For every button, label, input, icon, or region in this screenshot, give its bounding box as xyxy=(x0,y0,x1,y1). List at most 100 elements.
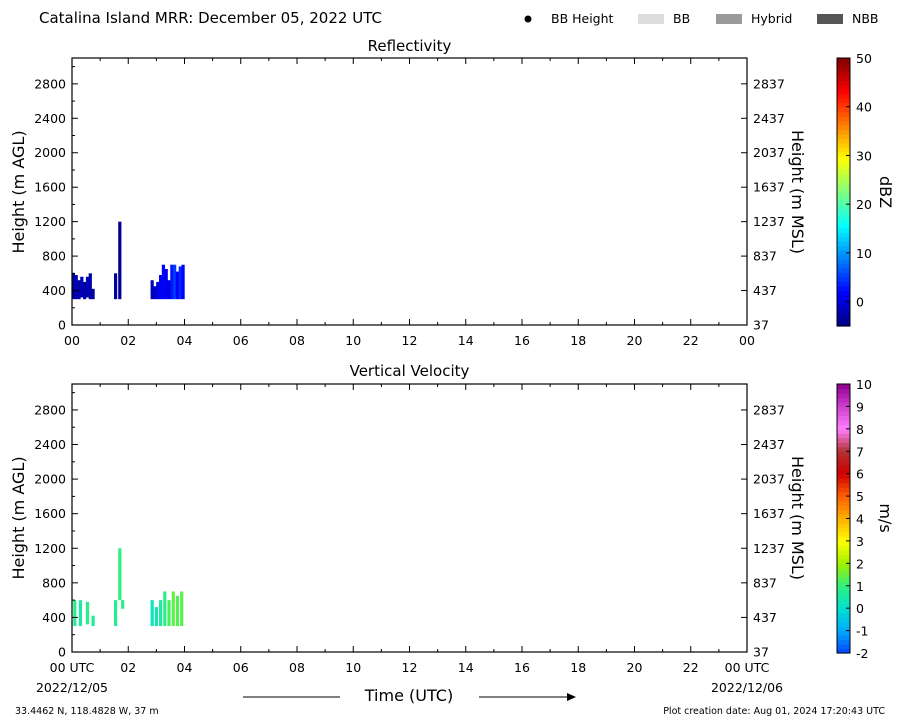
colorbar-segment xyxy=(837,120,850,126)
data-column xyxy=(158,600,163,627)
y-tick-label-left: 2800 xyxy=(34,402,66,417)
colorbar-segment xyxy=(837,129,850,135)
reflectivity-panel: Reflectivity Height (m AGL) Height (m MS… xyxy=(9,37,895,348)
data-column xyxy=(167,600,171,627)
colorbar-segment xyxy=(837,388,850,394)
data-column xyxy=(121,600,125,609)
y-tick-label-right: 837 xyxy=(753,249,777,264)
y-tick-label-left: 800 xyxy=(42,249,66,264)
colorbar-segment xyxy=(837,71,850,77)
data-column xyxy=(153,286,157,300)
y-tick-label-right: 37 xyxy=(753,645,769,660)
y-tick-label-left: 2000 xyxy=(34,145,66,160)
colorbar-tick-label: 8 xyxy=(856,422,864,437)
legend-label: BB Height xyxy=(551,11,614,26)
velocity-colorbar-label: m/s xyxy=(876,503,895,532)
legend-label: NBB xyxy=(852,11,879,26)
colorbar-segment xyxy=(837,451,850,457)
colorbar-tick-label: 5 xyxy=(856,489,864,504)
y-tick-label-right: 37 xyxy=(753,318,769,333)
data-column xyxy=(167,280,171,300)
colorbar-tick-label: 0 xyxy=(856,601,864,616)
colorbar-segment xyxy=(837,522,850,529)
y-tick-label-right: 1637 xyxy=(753,180,785,195)
colorbar-segment xyxy=(837,590,850,596)
y-tick-label-left: 2800 xyxy=(34,76,66,91)
colorbar-segment xyxy=(837,401,850,408)
y-tick-label-left: 1600 xyxy=(34,180,66,195)
colorbar-tick-label: 50 xyxy=(856,51,872,66)
colorbar-segment xyxy=(837,205,850,211)
colorbar-segment xyxy=(837,214,850,220)
colorbar-segment xyxy=(837,209,850,215)
colorbar-segment xyxy=(837,241,850,247)
y-tick-label-right: 2037 xyxy=(753,145,785,160)
colorbar-segment xyxy=(837,491,850,497)
data-column xyxy=(173,264,177,300)
colorbar-segment xyxy=(837,460,850,466)
y-tick-label-left: 2400 xyxy=(34,437,66,452)
x-tick-label: 16 xyxy=(514,660,530,675)
colorbar-segment xyxy=(837,254,850,260)
colorbar-segment xyxy=(837,58,850,64)
arrow-right-icon xyxy=(567,693,576,701)
y-tick-label-left: 400 xyxy=(42,610,66,625)
colorbar-segment xyxy=(837,505,850,511)
data-column xyxy=(164,269,168,300)
colorbar-segment xyxy=(837,84,850,90)
x-axis-label: Time (UTC) xyxy=(364,686,453,705)
y-tick-label-left: 0 xyxy=(58,645,66,660)
data-column xyxy=(178,266,182,300)
colorbar-segment xyxy=(837,183,850,189)
x-tick-label: 22 xyxy=(683,660,699,675)
data-column xyxy=(150,600,154,627)
colorbar-segment xyxy=(837,455,850,461)
colorbar-segment xyxy=(837,397,850,403)
colorbar-segment xyxy=(837,250,850,256)
colorbar-segment xyxy=(837,500,850,506)
colorbar-segment xyxy=(837,151,850,157)
colorbar-segment xyxy=(837,527,850,533)
legend-patch-bb-icon xyxy=(638,14,664,24)
colorbar-segment xyxy=(837,531,850,538)
colorbar-segment xyxy=(837,639,850,645)
colorbar-segment xyxy=(837,469,850,475)
colorbar-segment xyxy=(837,594,850,600)
data-column xyxy=(113,600,118,627)
data-column xyxy=(73,600,77,627)
colorbar-segment xyxy=(837,482,850,488)
x-tick-label: 20 xyxy=(627,660,643,675)
colorbar-segment xyxy=(837,267,850,273)
colorbar-segment xyxy=(837,536,850,542)
y-tick-label-right: 437 xyxy=(753,610,777,625)
colorbar-segment xyxy=(837,487,850,493)
y-tick-label-right: 2437 xyxy=(753,437,785,452)
colorbar-segment xyxy=(837,98,850,104)
colorbar-segment xyxy=(837,62,850,68)
colorbar-segment xyxy=(837,567,850,573)
date-start: 2022/12/05 xyxy=(36,680,108,695)
colorbar-segment xyxy=(837,227,850,233)
data-column xyxy=(163,591,167,627)
colorbar-segment xyxy=(837,608,850,614)
y-tick-label-right: 837 xyxy=(753,575,777,590)
bb-height-dot-icon xyxy=(524,15,532,23)
colorbar-segment xyxy=(837,621,850,627)
y-tick-label-left: 800 xyxy=(42,575,66,590)
velocity-panel: Vertical Velocity Height (m AGL) Height … xyxy=(9,362,895,675)
colorbar-frame xyxy=(836,57,851,327)
colorbar-segment xyxy=(837,635,850,641)
colorbar-tick-label: 3 xyxy=(856,534,864,549)
colorbar-segment xyxy=(837,263,850,269)
colorbar-segment xyxy=(837,160,850,166)
x-tick-label: 06 xyxy=(233,333,249,348)
colorbar-segment xyxy=(837,648,850,654)
colorbar-segment xyxy=(837,80,850,86)
colorbar-segment xyxy=(837,142,850,148)
y-tick-label-right: 437 xyxy=(753,283,777,298)
colorbar-segment xyxy=(837,192,850,198)
colorbar-segment xyxy=(837,518,850,524)
colorbar-segment xyxy=(837,509,850,515)
colorbar-segment xyxy=(837,406,850,412)
reflectivity-ylabel-right: Height (m MSL) xyxy=(788,130,807,254)
